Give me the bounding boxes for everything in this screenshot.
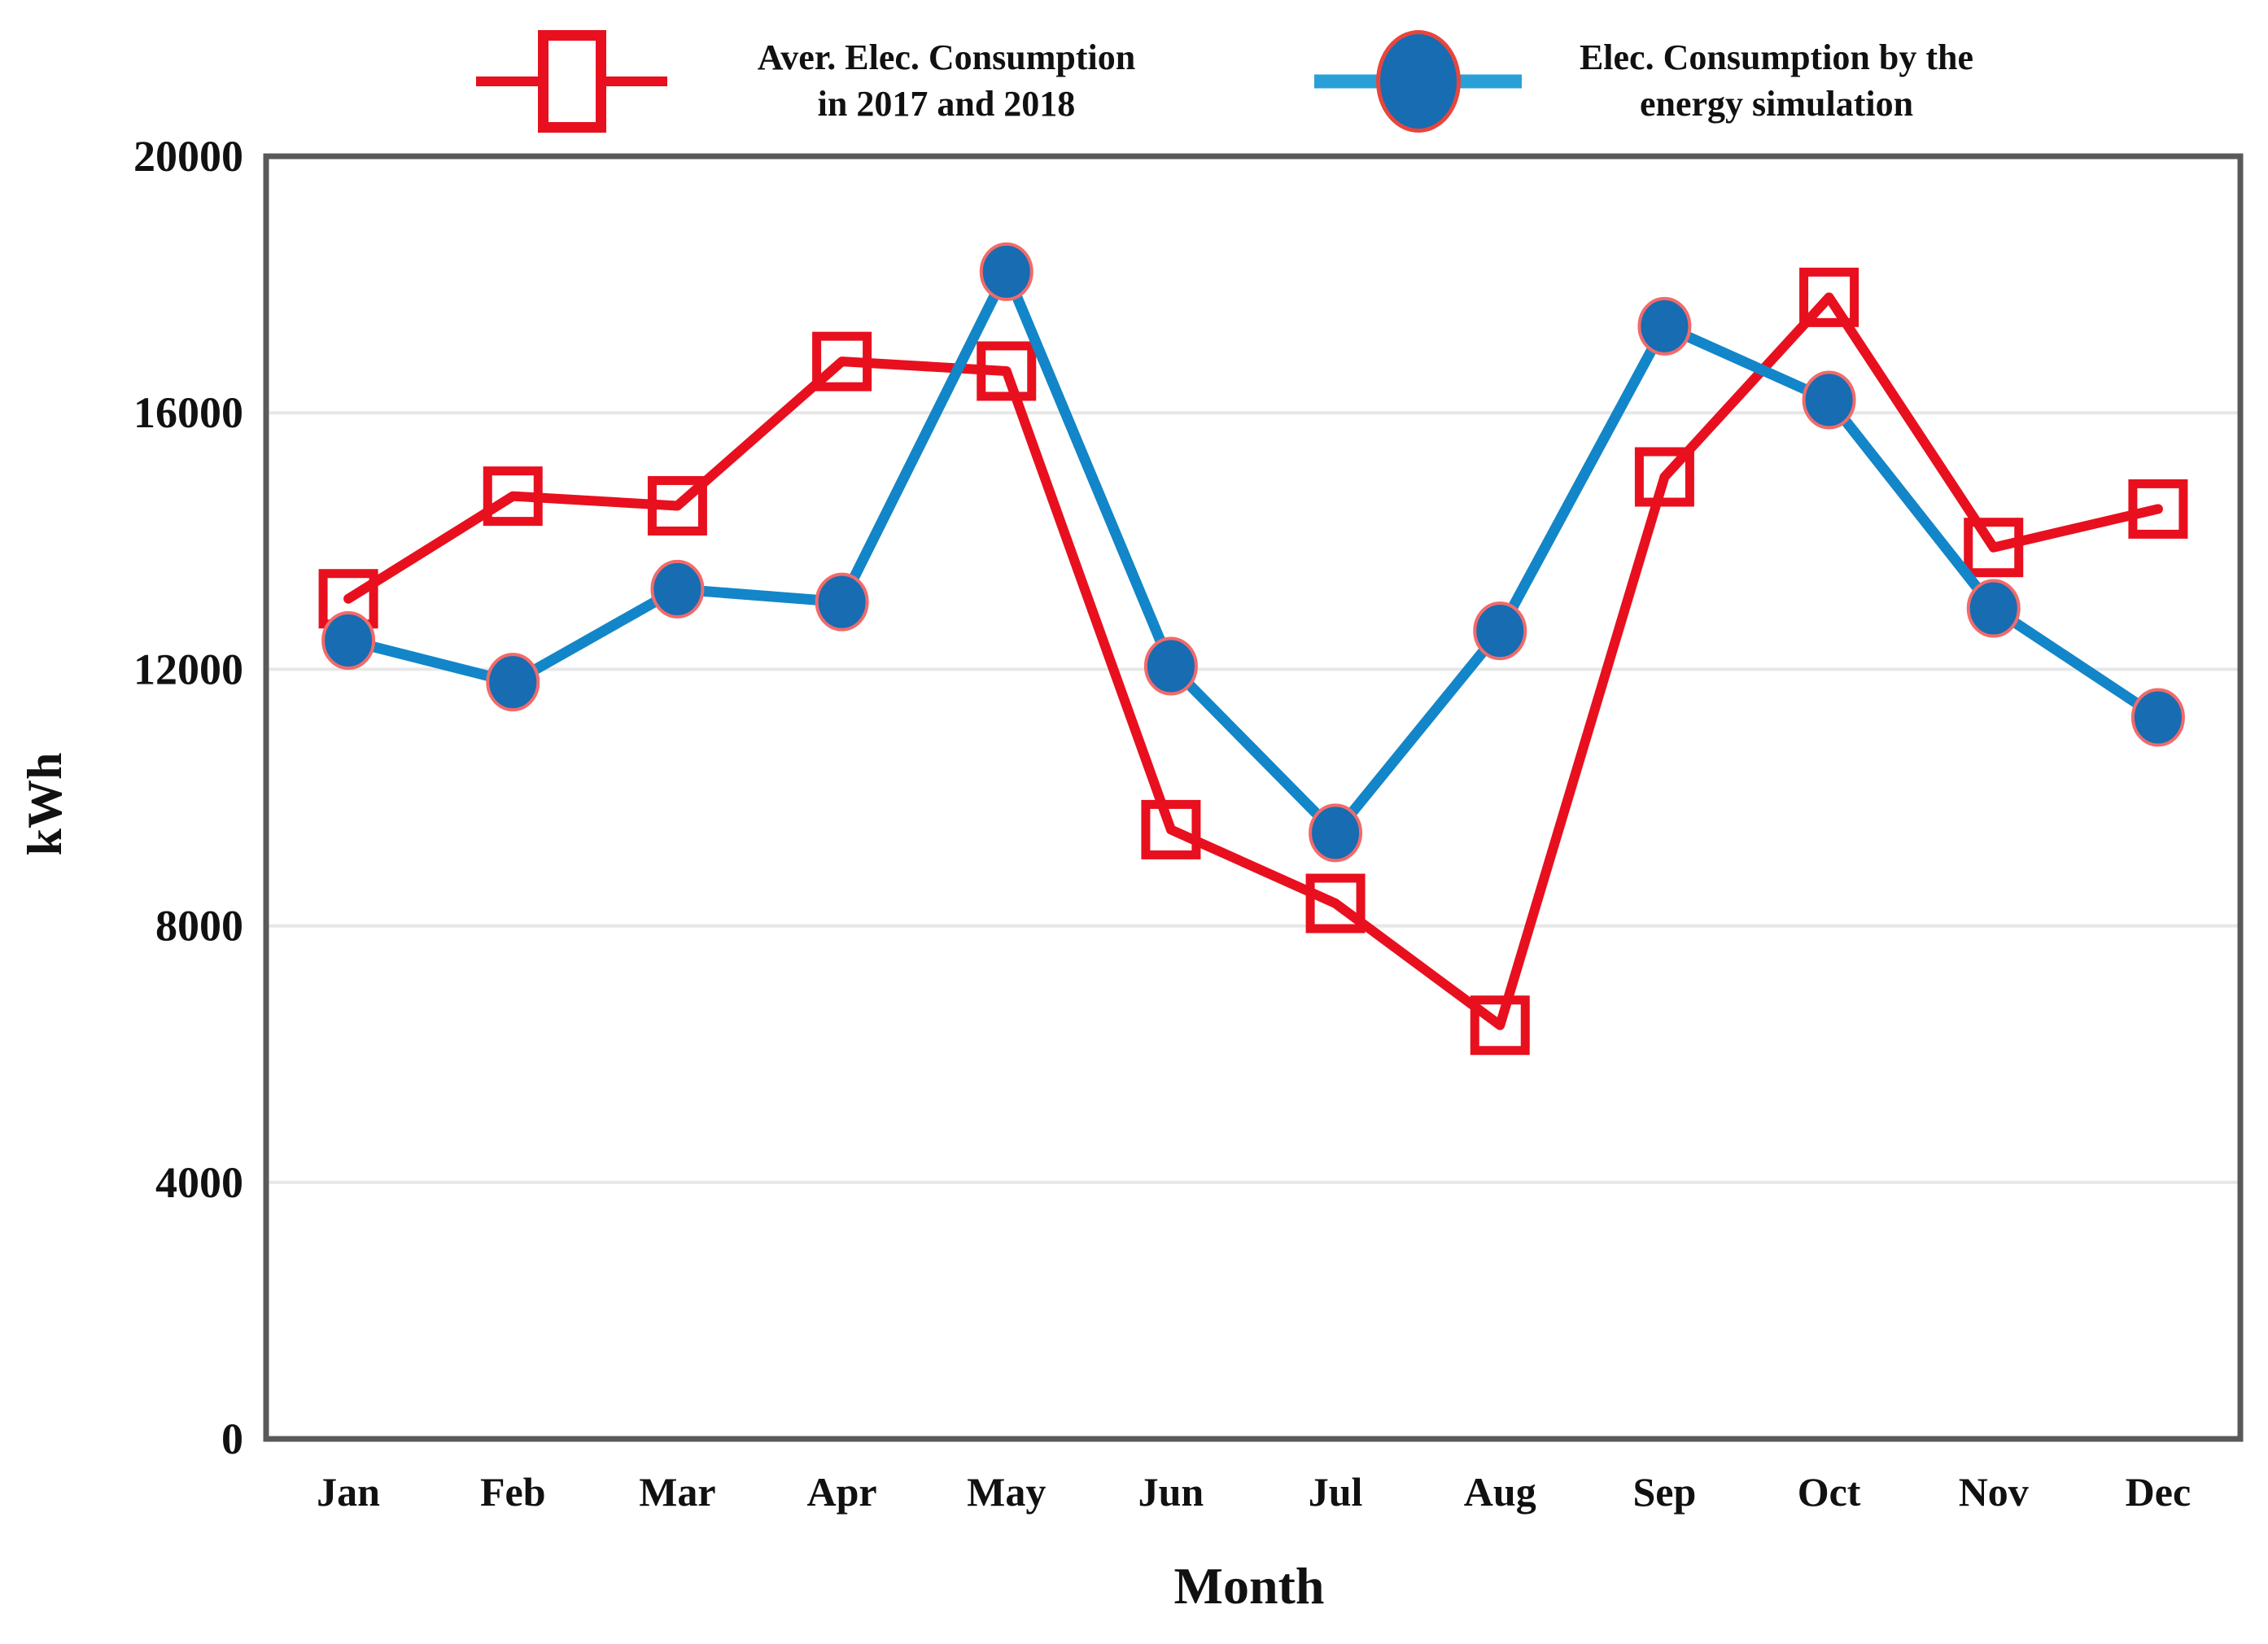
y-tick-label-16000: 16000 (133, 388, 243, 437)
x-tick-label-Sep: Sep (1633, 1469, 1697, 1515)
simulated-marker-Feb (486, 653, 540, 712)
simulated-series-line (343, 266, 2164, 838)
legend-label-measured-line1: Aver. Elec. Consumption (757, 37, 1136, 78)
simulated-marker-Mar (650, 559, 705, 619)
simulated-marker-Sep (1637, 296, 1692, 356)
y-tick-label-20000: 20000 (133, 132, 243, 181)
x-axis-title: Month (1173, 1557, 1325, 1615)
red-open-square-swatch (537, 29, 606, 133)
x-tick-label-May: May (967, 1469, 1046, 1515)
measured-marker-Oct (1799, 267, 1859, 327)
x-tick-label-Oct: Oct (1798, 1469, 1861, 1515)
simulated-marker-Jun (1143, 636, 1198, 696)
measured-marker-Apr (812, 331, 872, 391)
simulated-marker-Jan (321, 610, 376, 670)
simulated-marker-Dec (2130, 688, 2185, 747)
x-tick-label-Mar: Mar (639, 1469, 715, 1515)
measured-marker-Nov (1964, 518, 2024, 578)
filled-circle-marker-icon (1314, 10, 1522, 152)
measured-marker-Aug (1470, 995, 1530, 1056)
x-tick-label-Nov: Nov (1959, 1469, 2029, 1515)
simulated-marker-May (979, 242, 1033, 301)
x-tick-label-Jun: Jun (1138, 1469, 1204, 1515)
y-tick-label-4000: 4000 (155, 1158, 243, 1207)
measured-marker-Jun (1141, 799, 1201, 859)
simulated-marker-Nov (1966, 579, 2021, 638)
legend-label-simulated-line2: energy simulation (1639, 83, 1914, 124)
y-tick-label-0: 0 (221, 1414, 243, 1463)
simulated-marker-Apr (815, 572, 869, 632)
measured-marker-Feb (483, 466, 543, 527)
legend-label-simulated: Elec. Consumption by the energy simulati… (1545, 35, 2008, 127)
legend-label-simulated-line1: Elec. Consumption by the (1579, 37, 1974, 78)
x-tick-label-Aug: Aug (1464, 1469, 1536, 1515)
x-tick-label-Jan: Jan (317, 1469, 380, 1515)
open-square-marker-icon (476, 10, 667, 152)
legend-entry-measured: Aver. Elec. Consumption in 2017 and 2018 (476, 10, 1203, 152)
measured-series-line (343, 292, 2163, 1030)
y-tick-label-8000: 8000 (155, 902, 243, 951)
simulated-marker-Jul (1309, 803, 1363, 863)
simulated-marker-Oct (1802, 370, 1856, 430)
legend-entry-simulated: Elec. Consumption by the energy simulati… (1314, 10, 2008, 152)
measured-marker-Jul (1305, 873, 1366, 933)
y-tick-label-12000: 12000 (133, 645, 243, 693)
measured-marker-Dec (2128, 479, 2188, 539)
measured-marker-May (977, 341, 1037, 401)
blue-circle-swatch (1375, 29, 1461, 133)
legend-label-measured-line2: in 2017 and 2018 (817, 83, 1076, 124)
x-tick-label-Feb: Feb (480, 1469, 546, 1515)
x-tick-label-Jul: Jul (1309, 1469, 1363, 1515)
measured-marker-Mar (647, 475, 707, 536)
x-tick-label-Apr: Apr (807, 1469, 877, 1515)
measured-marker-Sep (1634, 447, 1694, 507)
plot-border (263, 153, 2244, 1442)
simulated-marker-Aug (1473, 601, 1527, 661)
y-axis-title: kWh (18, 752, 72, 856)
x-tick-label-Dec: Dec (2126, 1469, 2192, 1515)
legend-label-measured: Aver. Elec. Consumption in 2017 and 2018 (690, 35, 1203, 127)
